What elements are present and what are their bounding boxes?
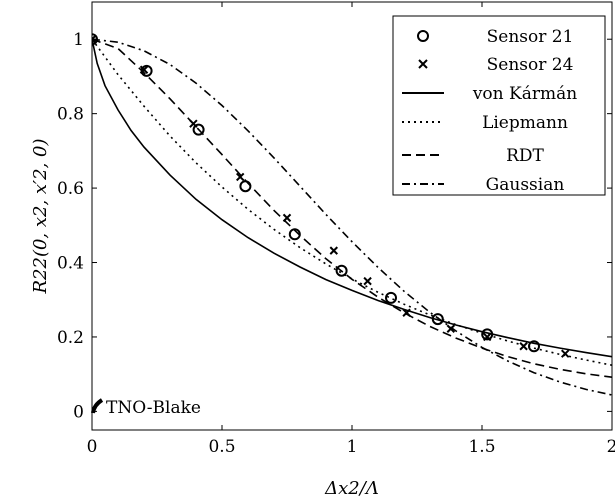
data-point-sensor-21 bbox=[528, 340, 540, 353]
data-point-sensor-21 bbox=[335, 264, 348, 277]
legend-label-rdt: RDT bbox=[506, 146, 544, 166]
legend-label-von-karman: von Kármán bbox=[472, 84, 577, 104]
legend-entry-sensor-24: Sensor 24 bbox=[418, 55, 574, 75]
data-point-sensor-21 bbox=[288, 228, 301, 241]
series-layer bbox=[92, 33, 612, 396]
series-line-von-karman bbox=[92, 39, 612, 358]
data-point-sensor-21 bbox=[385, 291, 397, 304]
x-tick-label: 0.5 bbox=[208, 437, 235, 457]
y-tick-label: 0.8 bbox=[57, 105, 84, 125]
legend: Sensor 21 Sensor 24 von Kármán Liepmann … bbox=[392, 15, 606, 196]
x-tick-label: 1 bbox=[347, 437, 358, 457]
y-tick-label: 0.2 bbox=[57, 328, 84, 348]
legend-label-liepmann: Liepmann bbox=[482, 113, 568, 133]
y-axis-label: R22(0, x2, x′2, 0) bbox=[30, 138, 51, 294]
legend-label-sensor-21: Sensor 21 bbox=[487, 27, 574, 47]
data-point-sensor-24 bbox=[139, 65, 149, 74]
data-point-sensor-21 bbox=[192, 123, 205, 136]
data-point-sensor-24 bbox=[363, 276, 372, 286]
series-line-gaussian bbox=[92, 38, 612, 396]
y-tick-label: 1 bbox=[73, 30, 84, 50]
legend-x-marker bbox=[418, 59, 428, 69]
data-point-sensor-21 bbox=[239, 180, 252, 193]
tick-layer: 0 0.5 1 1.5 2 0 0.2 0.4 0.6 0.8 1 bbox=[57, 2, 615, 457]
x-tick-label: 1.5 bbox=[468, 437, 495, 457]
legend-entry-rdt: RDT bbox=[402, 146, 545, 166]
data-point-sensor-24 bbox=[282, 213, 292, 223]
data-point-sensor-24 bbox=[189, 119, 198, 128]
data-point-sensor-24 bbox=[482, 332, 492, 342]
legend-circle-marker bbox=[417, 30, 429, 42]
legend-entry-sensor-21: Sensor 21 bbox=[417, 27, 574, 47]
legend-entry-liepmann: Liepmann bbox=[402, 113, 568, 133]
x-axis-label: Δx2/Λ bbox=[324, 478, 379, 499]
data-point-sensor-24 bbox=[560, 349, 570, 358]
data-point-sensor-24 bbox=[446, 324, 456, 333]
data-point-sensor-21 bbox=[481, 328, 494, 341]
tno-blake-label: TNO-Blake bbox=[106, 398, 201, 418]
legend-entry-von-karman: von Kármán bbox=[402, 84, 577, 104]
data-point-sensor-24 bbox=[329, 246, 339, 255]
data-point-sensor-24 bbox=[235, 172, 245, 182]
y-tick-label: 0.6 bbox=[57, 179, 84, 199]
data-point-sensor-24 bbox=[402, 308, 411, 317]
series-line-rdt bbox=[92, 38, 612, 378]
legend-label-sensor-24: Sensor 24 bbox=[487, 55, 574, 75]
data-point-sensor-24 bbox=[92, 35, 97, 44]
y-tick-label: 0.4 bbox=[57, 254, 84, 274]
y-tick-label: 0 bbox=[73, 402, 84, 422]
data-point-sensor-21 bbox=[431, 313, 444, 326]
legend-entry-gaussian: Gaussian bbox=[402, 175, 564, 195]
data-point-sensor-24 bbox=[519, 342, 528, 351]
legend-box bbox=[392, 15, 606, 196]
x-tick-label: 2 bbox=[607, 437, 615, 457]
legend-label-gaussian: Gaussian bbox=[486, 175, 565, 195]
x-tick-label: 0 bbox=[87, 437, 98, 457]
